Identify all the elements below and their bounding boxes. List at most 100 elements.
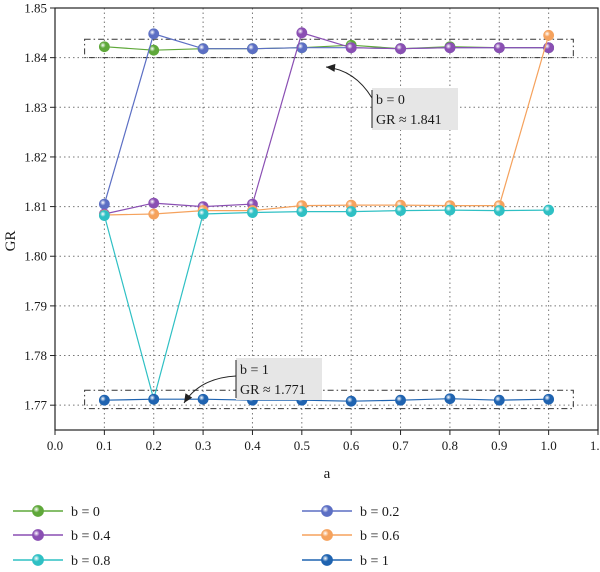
- data-point: [148, 208, 160, 220]
- x-tick-label: 0.1: [96, 438, 112, 453]
- data-point: [493, 42, 505, 54]
- data-point: [98, 41, 110, 53]
- legend-marker: [321, 554, 333, 566]
- annotation-text: GR ≈ 1.771: [240, 383, 306, 398]
- series-line: [104, 32, 549, 215]
- data-point: [148, 197, 160, 209]
- highlight-boxes: [84, 38, 574, 410]
- legend-item: b = 0: [13, 505, 100, 520]
- data-point: [493, 394, 505, 406]
- x-tick-label: 0.9: [491, 438, 507, 453]
- x-tick-label: 0.4: [244, 438, 261, 453]
- annotation-text: b = 1: [240, 363, 269, 378]
- legend-label: b = 0: [71, 505, 100, 520]
- data-point: [543, 204, 555, 216]
- data-point: [247, 207, 258, 218]
- data-point: [296, 27, 308, 39]
- legend-marker: [32, 505, 44, 517]
- x-tick-label: 0.8: [442, 438, 458, 453]
- legend-marker: [321, 505, 333, 517]
- data-point: [247, 43, 258, 55]
- series-2: [98, 27, 555, 220]
- y-tick-label: 1.83: [24, 100, 47, 115]
- legend-marker: [32, 529, 44, 541]
- x-tick-label: 0.7: [392, 438, 409, 453]
- data-point: [345, 42, 357, 54]
- highlight-box-b0: [84, 38, 574, 59]
- legend-item: b = 0.8: [13, 554, 110, 569]
- data-point: [395, 205, 406, 216]
- y-tick-label: 1.79: [24, 298, 47, 313]
- x-tick-label: 0.5: [294, 438, 310, 453]
- y-tick-label: 1.85: [24, 1, 47, 16]
- y-tick-label: 1.84: [24, 50, 47, 65]
- series-5: [98, 393, 555, 407]
- data-point: [395, 394, 406, 406]
- arrowhead: [326, 63, 336, 72]
- annotation-box: [372, 88, 458, 130]
- legend-label: b = 0.2: [360, 505, 399, 520]
- x-axis-title: a: [324, 466, 331, 482]
- annotation-box: [236, 358, 322, 400]
- annotation-text: GR ≈ 1.841: [376, 113, 442, 128]
- grid: [55, 8, 598, 430]
- x-tick-label: 1.1: [590, 438, 600, 453]
- highlight-box-b1: [84, 389, 574, 410]
- legend-label: b = 1: [360, 554, 389, 569]
- data-point: [493, 205, 505, 216]
- data-point: [296, 206, 308, 217]
- annotation-text: b = 0: [376, 93, 405, 108]
- y-tick-label: 1.80: [24, 249, 47, 264]
- legend-item: b = 0.4: [13, 529, 110, 544]
- data-point: [98, 198, 110, 210]
- series-layer: [98, 27, 555, 407]
- data-point: [296, 42, 308, 54]
- data-point: [98, 210, 110, 221]
- legend-item: b = 1: [302, 554, 389, 569]
- series-line: [103, 33, 549, 205]
- x-axis: 0.0 0.1 0.2 0.3 0.4 0.5 0.6 0.7 0.8 0.9 1.0 1.1: [47, 430, 600, 453]
- series-line: [103, 209, 549, 402]
- data-point: [444, 393, 456, 405]
- legend-label: b = 0.6: [360, 529, 399, 544]
- data-point: [444, 42, 456, 54]
- y-tick-label: 1.77: [24, 398, 47, 413]
- legend-label: b = 0.4: [71, 529, 110, 544]
- annotation-1: b = 1 GR ≈ 1.771: [183, 358, 322, 404]
- data-point: [345, 206, 357, 217]
- data-point: [197, 43, 209, 55]
- data-point: [98, 394, 110, 406]
- legend-label: b = 0.8: [71, 554, 110, 569]
- plot-border: [54, 7, 599, 431]
- y-axis: 1.77 1.78 1.79 1.80 1.81 1.82 1.83 1.84 1.85: [24, 1, 55, 413]
- legend-marker: [32, 554, 44, 566]
- x-tick-label: 0.2: [146, 438, 162, 453]
- legend: b = 0 b = 0.2 b = 0.4 b = 0.6 b = 0.8 b = 1: [13, 505, 399, 569]
- y-tick-label: 1.82: [24, 149, 47, 164]
- data-point: [444, 204, 456, 216]
- arrowhead: [184, 393, 193, 403]
- legend-item: b = 0.6: [302, 529, 399, 544]
- series-1: [98, 28, 555, 210]
- x-tick-label: 0.3: [195, 438, 211, 453]
- data-point: [197, 393, 209, 405]
- legend-item: b = 0.2: [302, 505, 399, 520]
- series-line: [104, 35, 550, 216]
- annotation-0: b = 0 GR ≈ 1.841: [325, 63, 458, 130]
- legend-marker: [321, 529, 333, 541]
- x-tick-label: 0.6: [343, 438, 360, 453]
- y-tick-label: 1.78: [24, 348, 47, 363]
- data-point: [197, 208, 209, 220]
- annotations: b = 0 GR ≈ 1.841 b = 1 GR ≈ 1.771: [183, 63, 458, 404]
- y-tick-label: 1.81: [24, 199, 47, 214]
- data-point: [148, 393, 160, 405]
- series-line: [104, 398, 549, 402]
- data-point: [543, 29, 555, 41]
- data-point: [543, 393, 555, 405]
- x-tick-label: 0.0: [47, 438, 63, 453]
- data-point: [345, 395, 357, 407]
- y-axis-title: GR: [3, 231, 19, 252]
- data-point: [148, 28, 160, 40]
- series-3: [98, 29, 555, 221]
